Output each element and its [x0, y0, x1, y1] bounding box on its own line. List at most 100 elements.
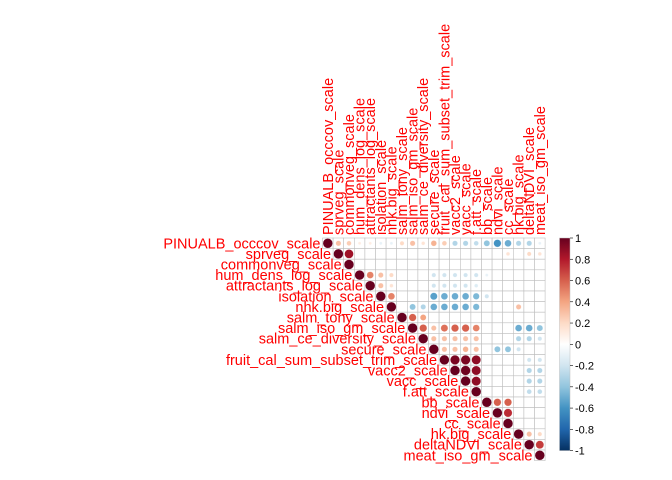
correlation-circle-nhk.big_scale-vacc_scale — [461, 303, 470, 311]
correlation-circle-fruit_cal_sum_subset_trim_scale-vacc2_scale — [450, 354, 460, 365]
column-label-isolation_scale: isolation_scale — [374, 140, 390, 235]
matrix-cell — [417, 280, 429, 292]
correlation-circle-nhk.big_scale-hk.big_scale — [515, 304, 522, 310]
correlation-circle-salm_iso_gm_scale-salm_iso_gm_scale — [407, 323, 418, 334]
matrix-cell — [396, 301, 408, 313]
colorbar-tick-label: 1 — [575, 233, 581, 245]
colorbar-tick-label: -1 — [575, 446, 585, 458]
row-labels: PINUALB_occcov_scalesprveg_scalecommonve… — [163, 236, 532, 464]
correlation-circle-nhk.big_scale-secure_scale — [430, 303, 438, 311]
matrix-cell — [396, 290, 408, 302]
row-label-fruit_cal_sum_subset_trim_scale: fruit_cal_sum_subset_trim_scale — [226, 353, 437, 369]
matrix-cell — [459, 248, 472, 260]
colorbar-tick-label: -0.8 — [575, 424, 594, 436]
column-label-sprveg_scale: sprveg_scale — [331, 150, 347, 235]
colorbar-tick-label: 0.4 — [575, 297, 590, 309]
matrix-cell — [523, 311, 535, 324]
colorbar-tick-label: 0.6 — [575, 276, 590, 288]
column-label-PINUALB_occcov_scale: PINUALB_occcov_scale — [321, 78, 337, 235]
column-label-ndvi_scale: ndvi_scale — [490, 166, 506, 235]
correlation-circle-vacc2_scale-f.att_scale — [471, 365, 481, 376]
correlation-circle-vacc2_scale-meat_iso_gm_scale — [536, 367, 543, 374]
correlation-circle-salm_ce_diversity_scale-salm_ce_diversity_scale — [418, 333, 429, 344]
correlation-circle-salm_ce_diversity_scale-meat_iso_gm_scale — [537, 336, 543, 342]
matrix-cell — [534, 311, 546, 324]
column-label-attractants_log_scale: attractants_log_scale — [363, 98, 379, 235]
matrix-cell — [502, 311, 514, 324]
correlation-circle-PINUALB_occcov_scale-bb_scale — [483, 240, 491, 247]
column-label-nhk.big_scale: nhk.big_scale — [384, 146, 400, 235]
column-label-cc_scale: cc_scale — [501, 179, 517, 235]
correlation-circle-salm_iso_gm_scale-secure_scale — [430, 325, 437, 331]
row-label-f.att_scale: f.att_scale — [403, 385, 469, 401]
correlation-circle-nhk.big_scale-salm_iso_gm_scale — [409, 303, 416, 311]
matrix-cell — [353, 248, 366, 260]
correlation-circle-PINUALB_occcov_scale-cc_scale — [504, 239, 512, 247]
correlation-circle-fruit_cal_sum_subset_trim_scale-meat_iso_gm_scale — [537, 357, 543, 363]
matrix-cell — [385, 258, 398, 271]
column-label-salm_tony_scale: salm_tony_scale — [395, 127, 411, 235]
matrix-cell — [534, 269, 546, 281]
correlation-circle-salm_iso_gm_scale-vacc_scale — [461, 324, 470, 333]
correlation-circle-salm_ce_diversity_scale-fruit_cal_sum_subset_trim_scale — [441, 335, 448, 342]
matrix-cell — [534, 258, 546, 271]
row-label-salm_ce_diversity_scale: salm_ce_diversity_scale — [259, 332, 416, 348]
correlation-circle-ndvi_scale-cc_scale — [503, 408, 513, 418]
column-label-f.att_scale: f.att_scale — [469, 169, 485, 235]
correlation-circle-vacc2_scale-deltaNDVI_scale — [526, 367, 533, 374]
column-label-vacc2_scale: vacc2_scale — [448, 155, 464, 235]
correlation-circle-nhk.big_scale-salm_ce_diversity_scale — [420, 304, 427, 310]
correlation-circle-PINUALB_occcov_scale-ndvi_scale — [493, 239, 502, 248]
correlation-circle-isolation_scale-vacc2_scale — [451, 292, 459, 300]
correlation-circle-vacc_scale-vacc_scale — [460, 376, 471, 387]
matrix-cell — [396, 248, 408, 260]
correlation-circle-attractants_log_scale-vacc2_scale — [452, 283, 458, 289]
matrix-cell — [406, 269, 419, 281]
matrix-cell — [459, 311, 472, 324]
correlation-circle-deltaNDVI_scale-meat_iso_gm_scale — [535, 440, 545, 449]
matrix-cell — [396, 269, 408, 281]
correlation-circle-fruit_cal_sum_subset_trim_scale-f.att_scale — [471, 355, 481, 365]
correlation-circle-PINUALB_occcov_scale-isolation_scale — [379, 241, 383, 245]
matrix-cell — [438, 311, 451, 324]
matrix-cell — [481, 343, 493, 355]
matrix-cell — [502, 364, 514, 377]
matrix-cell — [459, 258, 472, 271]
column-label-hum_dens_log_scale: hum_dens_log_scale — [353, 98, 369, 235]
matrix-cell — [353, 258, 366, 271]
correlation-circle-attractants_log_scale-nhk.big_scale — [389, 283, 394, 288]
correlation-circle-commonveg_scale-commonveg_scale — [343, 259, 355, 270]
correlation-circle-PINUALB_occcov_scale-fruit_cal_sum_subset_trim_scale — [441, 240, 447, 246]
matrix-cell — [491, 364, 504, 377]
correlation-circle-PINUALB_occcov_scale-meat_iso_gm_scale — [538, 241, 542, 245]
matrix-cell — [502, 301, 514, 313]
matrix-cell — [481, 258, 493, 271]
correlation-circle-meat_iso_gm_scale-meat_iso_gm_scale — [534, 450, 545, 461]
correlation-circle-salm_ce_diversity_scale-vacc2_scale — [452, 335, 458, 342]
matrix-cell — [512, 407, 525, 419]
row-label-sprveg_scale: sprveg_scale — [246, 247, 331, 263]
matrix-cell — [502, 269, 514, 281]
correlation-circle-isolation_scale-vacc_scale — [461, 292, 470, 300]
column-label-hk.big_scale: hk.big_scale — [512, 154, 528, 235]
correlation-circle-attractants_log_scale-secure_scale — [431, 283, 437, 289]
matrix-cell — [534, 396, 546, 408]
correlation-circle-vacc_scale-f.att_scale — [471, 376, 481, 386]
matrix-cell — [523, 343, 535, 355]
correlation-circle-nhk.big_scale-fruit_cal_sum_subset_trim_scale — [440, 303, 448, 311]
correlation-circle-attractants_log_scale-attractants_log_scale — [365, 280, 376, 291]
matrix-cell — [481, 248, 493, 260]
matrix-cell — [523, 280, 535, 292]
correlation-circle-deltaNDVI_scale-deltaNDVI_scale — [524, 439, 535, 450]
matrix-cell — [512, 364, 525, 377]
correlation-circle-salm_iso_gm_scale-vacc2_scale — [451, 324, 459, 333]
correlation-circle-hk.big_scale-hk.big_scale — [513, 429, 524, 440]
matrix-cell — [470, 248, 482, 260]
matrix-cell — [491, 322, 504, 334]
row-label-commonveg_scale: commonveg_scale — [221, 258, 342, 274]
correlation-circle-secure_scale-cc_scale — [504, 346, 512, 353]
matrix-cell — [512, 354, 525, 366]
matrix-cell — [481, 311, 493, 324]
correlation-circle-PINUALB_occcov_scale-salm_ce_diversity_scale — [421, 241, 426, 246]
